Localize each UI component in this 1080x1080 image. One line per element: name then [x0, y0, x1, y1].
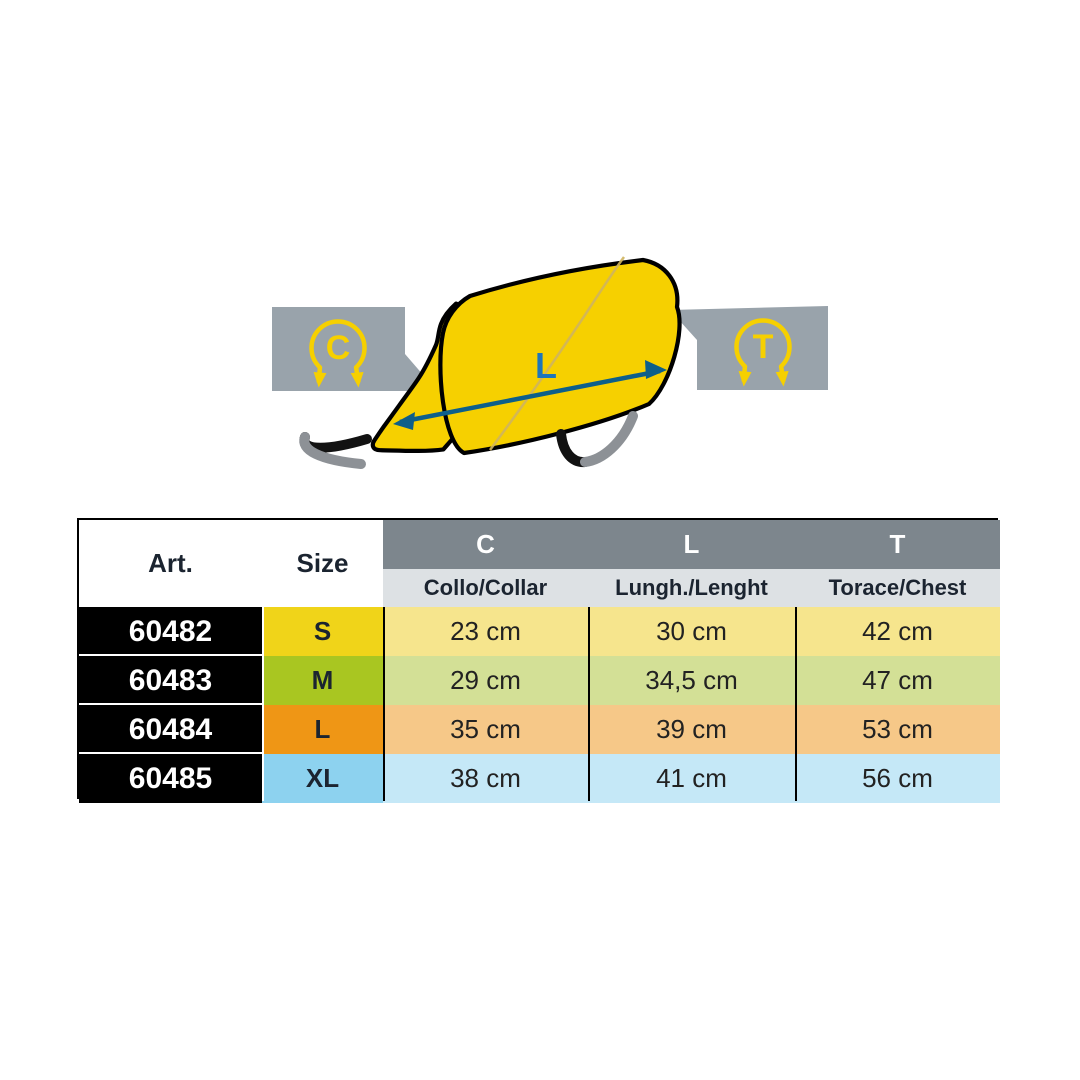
svg-text:C: C [326, 329, 351, 367]
svg-text:L: L [535, 345, 557, 386]
svg-text:T: T [753, 328, 774, 366]
